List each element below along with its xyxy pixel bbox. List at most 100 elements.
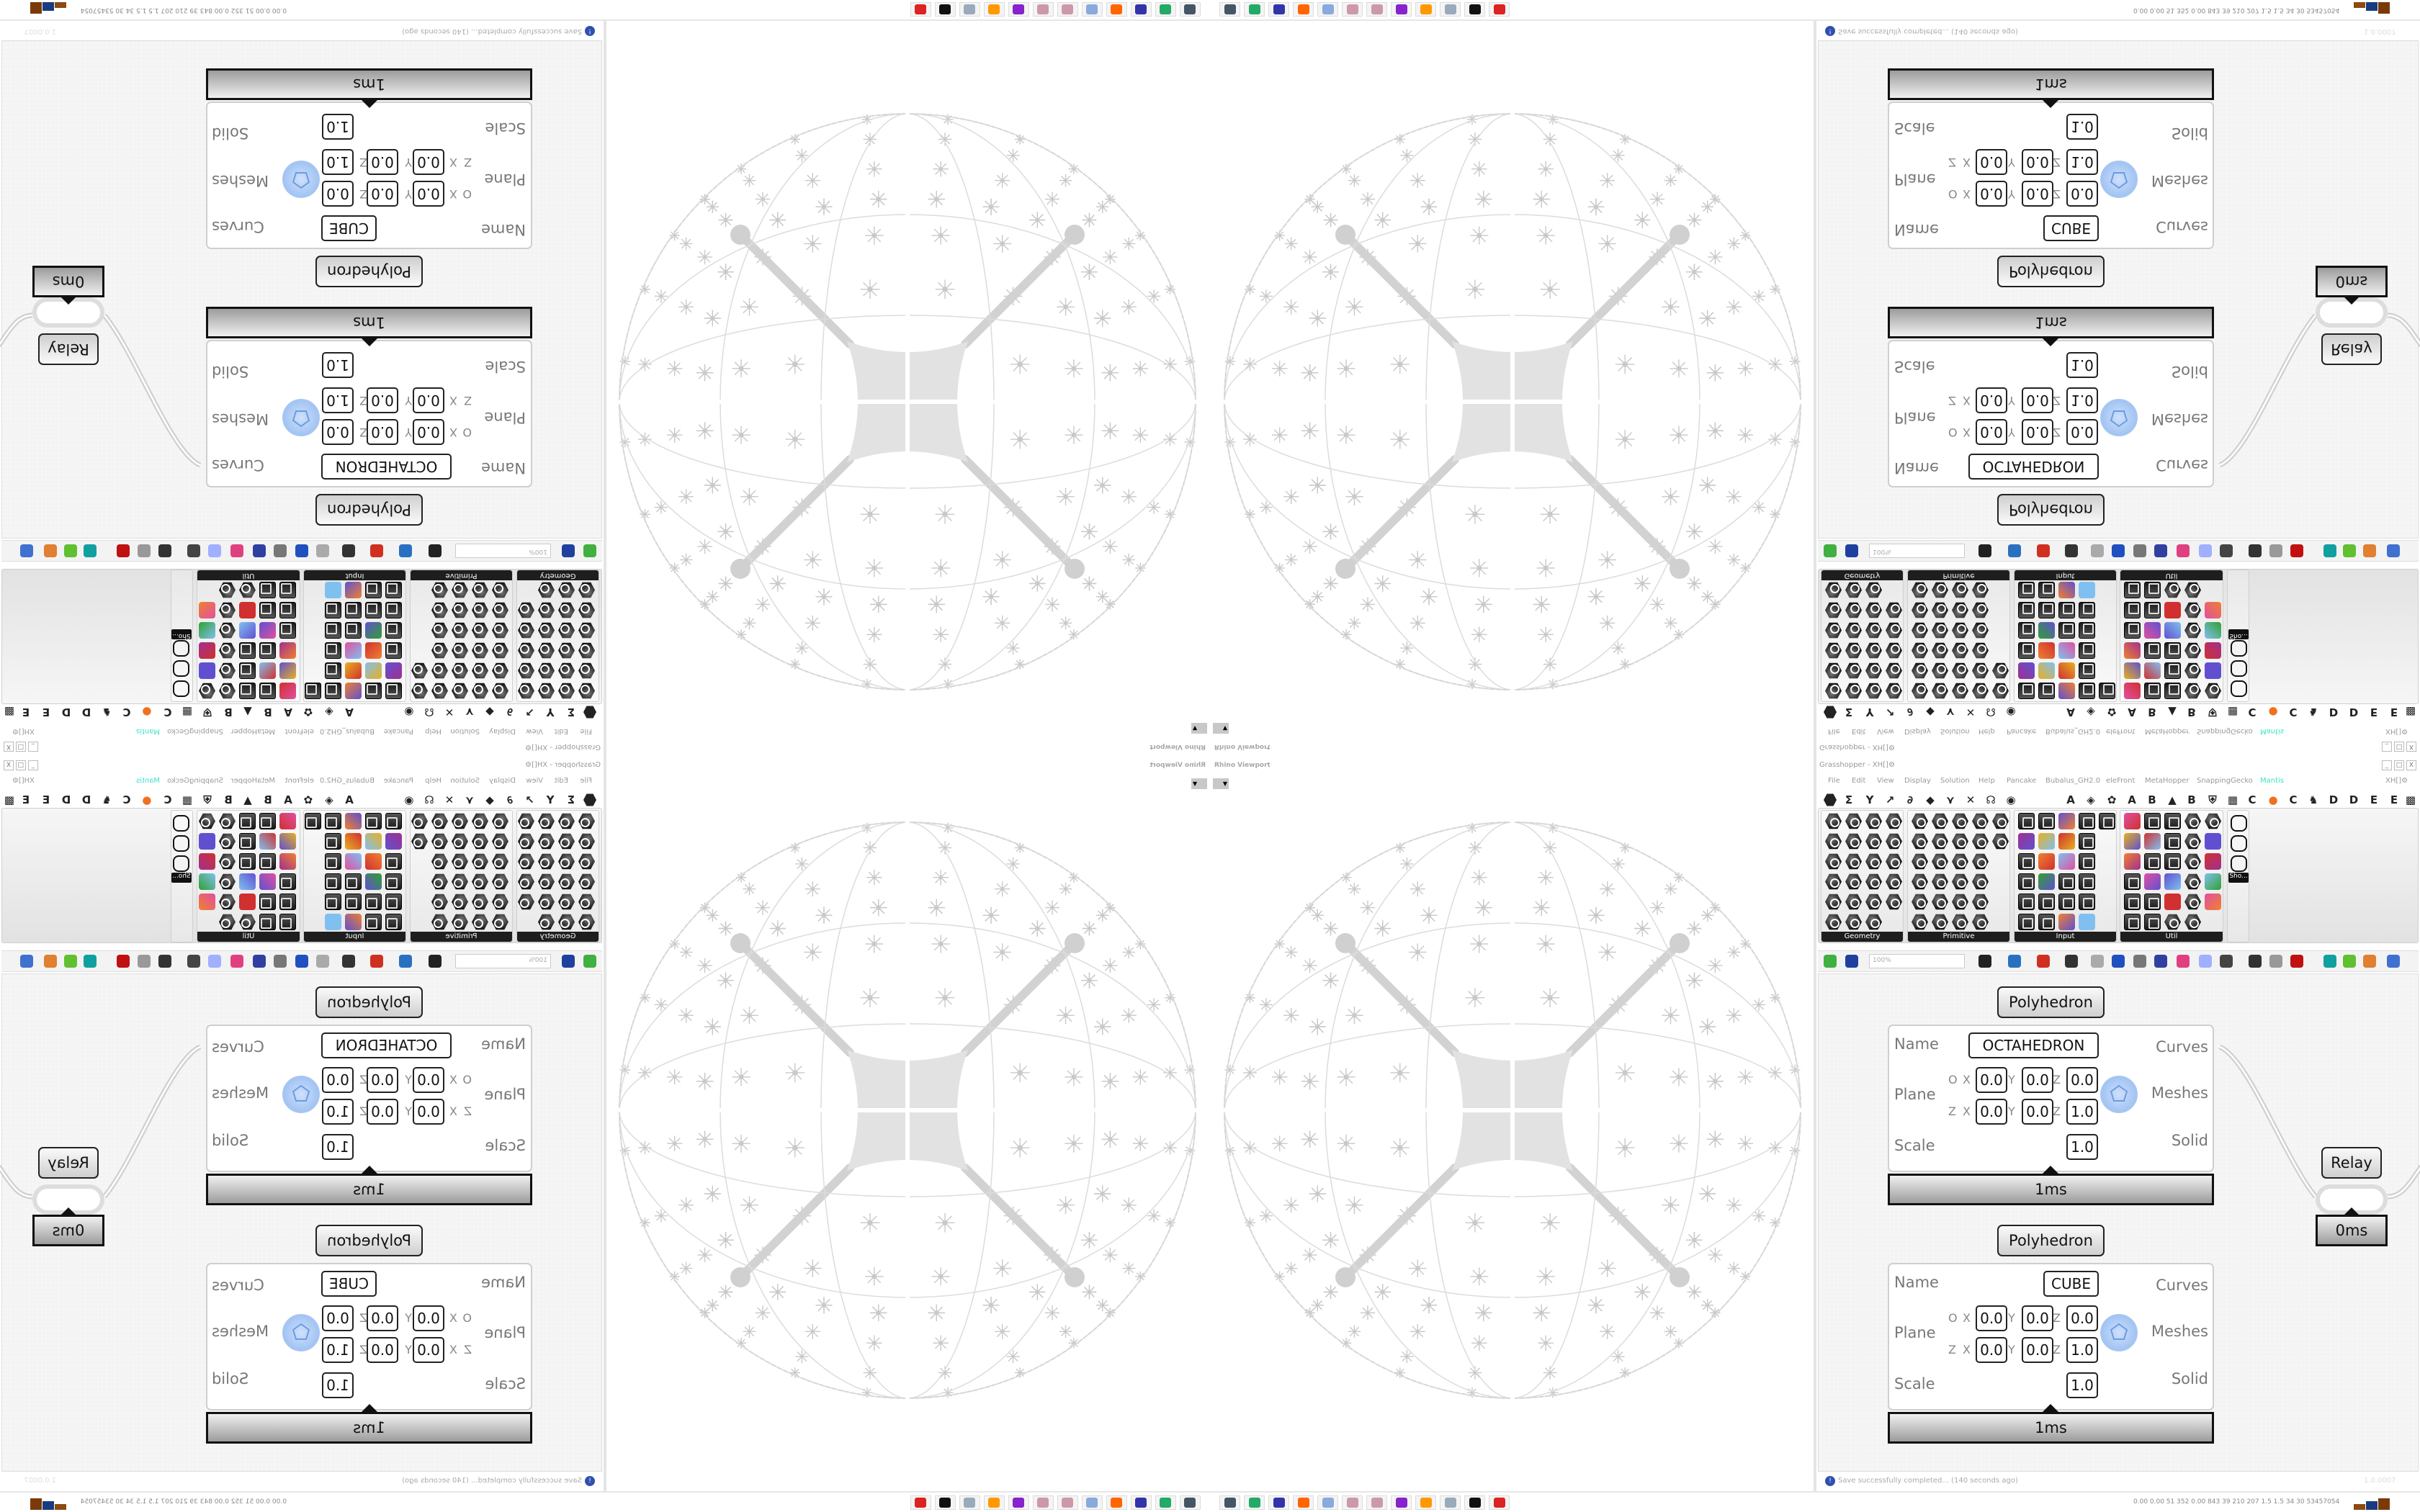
zaxis-field-x[interactable]: 0.0	[1976, 1099, 2007, 1125]
viewport-menu-button[interactable]: ▼	[1213, 723, 1229, 734]
name-field[interactable]: CUBE	[2043, 1271, 2099, 1297]
component-icon-color[interactable]	[2124, 853, 2141, 870]
origin-field-x[interactable]: 0.0	[413, 1305, 444, 1331]
red-gear-app-icon[interactable]	[1489, 1495, 1510, 1510]
origin-field-z[interactable]: 0.0	[322, 419, 354, 445]
origin-field-z[interactable]: 0.0	[322, 181, 354, 207]
tab-icon[interactable]: C	[2248, 793, 2257, 806]
rhino-viewport[interactable]: Rhino Viewport ▼	[606, 756, 1210, 1491]
origin-field-x[interactable]: 0.0	[413, 181, 444, 207]
component-icon-hex[interactable]	[2184, 873, 2201, 890]
green-shape-icon[interactable]	[2343, 955, 2356, 968]
component-icon[interactable]	[2231, 855, 2247, 872]
zaxis-field-z[interactable]: 1.0	[322, 1099, 354, 1125]
component-icon-hex[interactable]	[1932, 853, 1948, 870]
component-icon-hex[interactable]	[1845, 894, 1862, 910]
chat-app-icon[interactable]	[1391, 1495, 1412, 1510]
tab-icon[interactable]: ↗	[1885, 793, 1895, 806]
component-icon-hex[interactable]	[1932, 833, 1948, 850]
menu-elefront[interactable]: eleFront	[2106, 777, 2136, 785]
scale-field[interactable]: 1.0	[2066, 1372, 2098, 1398]
component-icon-tile[interactable]	[2124, 914, 2141, 930]
zaxis-field-x[interactable]: 0.0	[1976, 1337, 2007, 1363]
maximize-button[interactable]: □	[2394, 760, 2404, 770]
component-icon-hex[interactable]	[1932, 894, 1948, 910]
red-gear-app-icon[interactable]	[910, 2, 931, 17]
tab-icon[interactable]: ✿	[2107, 793, 2117, 806]
component-icon-hex[interactable]	[1845, 914, 1862, 930]
tab-icon[interactable]: E	[2370, 793, 2378, 806]
component-icon-hex[interactable]	[1865, 914, 1882, 930]
tab-icon[interactable]: ●	[2268, 793, 2278, 806]
component-icon-color[interactable]	[2038, 873, 2055, 890]
component-icon-hex[interactable]	[1886, 813, 1902, 829]
zaxis-field-z[interactable]: 1.0	[322, 387, 354, 413]
splitter[interactable]	[604, 20, 606, 756]
chat-app-icon[interactable]	[1008, 2, 1029, 17]
zaxis-field-z[interactable]: 1.0	[2066, 387, 2098, 413]
menu-display[interactable]: Display	[1904, 777, 1931, 785]
origin-field-z[interactable]: 0.0	[2066, 419, 2098, 445]
component-icon-hex[interactable]	[1972, 833, 1989, 850]
chat-app-icon[interactable]	[1391, 2, 1412, 17]
component-icon-hex[interactable]	[1972, 813, 1989, 829]
remote-desktop-icon[interactable]	[1219, 1495, 1240, 1510]
close-button[interactable]: X	[2406, 760, 2416, 770]
component-icon-hex[interactable]	[1992, 813, 2009, 829]
component-icon-hex[interactable]	[1912, 813, 1928, 829]
blender-icon[interactable]	[984, 2, 1005, 17]
zaxis-field-y[interactable]: 0.0	[367, 149, 398, 175]
component-icon-tile[interactable]	[2079, 813, 2095, 829]
component-icon-tile[interactable]	[2038, 914, 2055, 930]
component-icon-hex[interactable]	[2184, 813, 2201, 829]
origin-field-y[interactable]: 0.0	[2022, 181, 2053, 207]
scale-field[interactable]: 1.0	[322, 1134, 354, 1160]
wires-icon[interactable]	[2220, 955, 2233, 968]
chat-app-icon[interactable]	[1008, 1495, 1029, 1510]
component-icon-hex[interactable]	[1825, 873, 1842, 890]
component-icon-hex[interactable]	[1932, 914, 1948, 930]
component-icon-hex[interactable]	[1845, 873, 1862, 890]
panel-label-util[interactable]: Util	[2120, 932, 2223, 942]
viewport-menu-button[interactable]: ▼	[1191, 723, 1207, 734]
component-title[interactable]: Polyhedron	[1997, 256, 2105, 287]
component-icon-tile[interactable]	[2144, 914, 2161, 930]
tab-icon[interactable]: B	[2148, 793, 2156, 806]
component-icon-hex[interactable]	[1865, 853, 1882, 870]
component-icon-tile[interactable]	[2144, 813, 2161, 829]
component-icon-hex[interactable]	[1825, 914, 1842, 930]
component-icon-hex[interactable]	[2164, 914, 2181, 930]
tab-icon[interactable]: B	[2187, 793, 2196, 806]
origin-field-x[interactable]: 0.0	[413, 1067, 444, 1093]
scale-field[interactable]: 1.0	[322, 1372, 354, 1398]
relay-title[interactable]: Relay	[38, 333, 99, 365]
component-icon-hex[interactable]	[1952, 894, 1968, 910]
notes-scroll-icon[interactable]	[959, 2, 980, 17]
zaxis-field-x[interactable]: 0.0	[413, 149, 444, 175]
component-title[interactable]: Polyhedron	[315, 494, 423, 526]
calculator-icon[interactable]	[1082, 2, 1103, 17]
component-icon-hex[interactable]	[1886, 873, 1902, 890]
zaxis-field-y[interactable]: 0.0	[2022, 149, 2053, 175]
paint-palette-icon[interactable]	[1342, 1495, 1363, 1510]
component-icon-tile[interactable]	[2164, 833, 2181, 850]
component-icon-tile[interactable]	[2079, 833, 2095, 850]
rhino-icon[interactable]	[935, 1495, 956, 1510]
floppy-64-icon[interactable]	[1131, 1495, 1152, 1510]
origin-field-x[interactable]: 0.0	[1976, 181, 2007, 207]
zoom-level-select[interactable]: 100%	[1869, 954, 1965, 968]
component-icon-hex[interactable]	[1865, 894, 1882, 910]
tab-icon[interactable]: Y	[1865, 793, 1874, 806]
menu-bubalusgh20[interactable]: Bubalus_GH2.0	[2045, 777, 2101, 785]
tab-icon[interactable]: Σ	[1845, 793, 1853, 806]
panel-label-extra[interactable]: Sho...	[2228, 873, 2249, 883]
component-icon-hex[interactable]	[1972, 914, 1989, 930]
origin-field-z[interactable]: 0.0	[2066, 1305, 2098, 1331]
component-icon-tile[interactable]	[2079, 894, 2095, 910]
splitter[interactable]	[604, 756, 606, 1492]
origin-field-z[interactable]: 0.0	[2066, 1067, 2098, 1093]
firefox-icon[interactable]	[1293, 1495, 1314, 1510]
menu-snappinggecko[interactable]: SnappingGecko	[2197, 777, 2253, 785]
rhino-viewport[interactable]: Rhino Viewport ▼	[606, 21, 1210, 756]
component-icon-hex[interactable]	[1825, 853, 1842, 870]
